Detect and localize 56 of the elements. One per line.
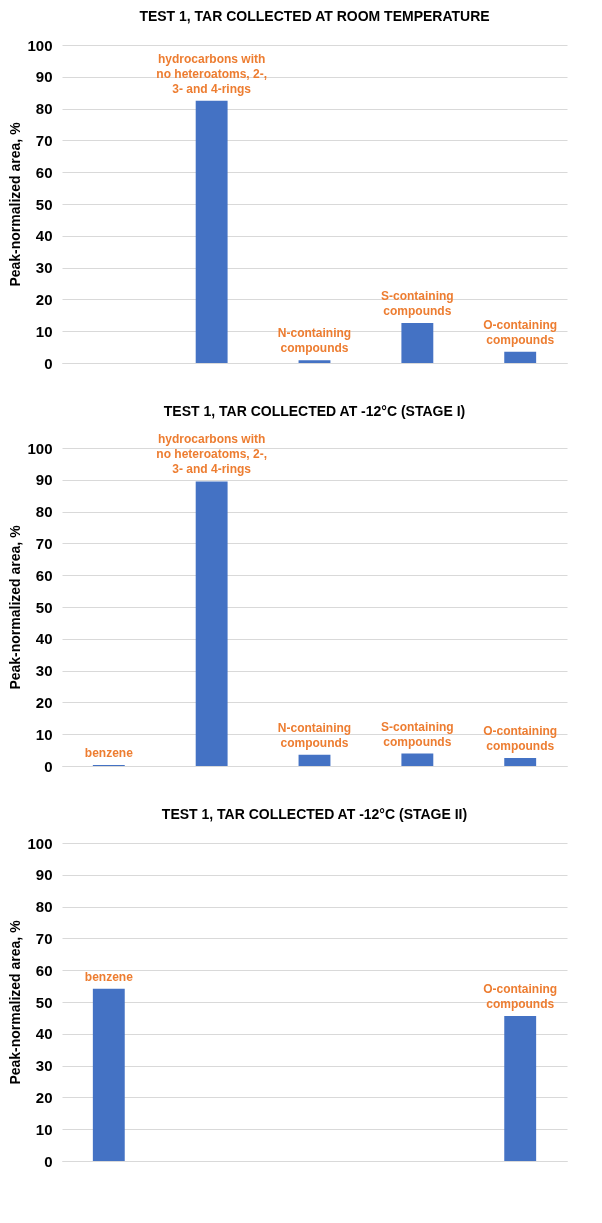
y-tick-label: 20 [35,693,53,711]
y-axis-title: Peak-normalized area, % [7,121,24,287]
y-tick-label: 60 [35,961,53,979]
y-tick-label: 100 [27,439,53,457]
bar [195,100,228,363]
y-tick-label: 100 [27,36,53,54]
y-tick-label: 70 [35,131,53,149]
y-tick-label: 30 [35,1057,53,1075]
y-tick-label: 40 [35,1025,53,1043]
y-tick-label: 40 [35,630,53,648]
category-label: N-containing compounds [277,720,352,750]
category-label: O-containing compounds [483,724,558,754]
y-axis-title: Peak-normalized area, % [7,524,24,690]
y-tick-label: 10 [35,1120,53,1138]
chart-title: TEST 1, TAR COLLECTED AT ROOM TEMPERATURE [139,8,490,24]
category-label: S-containing compounds [381,288,454,318]
y-tick-label: 50 [35,195,53,213]
y-tick-label: 0 [44,354,53,372]
bar [298,360,331,363]
y-tick-label: 80 [35,898,53,916]
category-label: benzene [84,746,133,761]
y-tick-label: 40 [35,227,53,245]
bar [298,754,331,766]
y-tick-label: 10 [35,322,53,340]
y-tick-label: 80 [35,100,53,118]
y-tick-label: 0 [44,1152,53,1170]
category-label: N-containing compounds [277,326,352,356]
bar [401,753,434,766]
y-tick-label: 50 [35,993,53,1011]
y-tick-label: 70 [35,534,53,552]
bar [195,481,228,766]
bar [504,758,537,766]
y-tick-label: 100 [27,834,53,852]
y-axis-title: Peak-normalized area, % [7,919,24,1085]
y-tick-label: 90 [35,68,53,86]
chart-title: TEST 1, TAR COLLECTED AT -12°C (STAGE II) [161,806,468,822]
bar [401,322,434,363]
y-tick-label: 90 [35,471,53,489]
y-tick-label: 50 [35,598,53,616]
y-tick-label: 20 [35,290,53,308]
y-tick-label: 30 [35,662,53,680]
y-tick-label: 90 [35,866,53,884]
y-tick-label: 10 [35,725,53,743]
y-tick-label: 80 [35,503,53,521]
category-label: S-containing compounds [381,719,454,749]
category-label: hydrocarbons with no heteroatoms, 2-, 3- and 4-rings [156,51,267,96]
category-label: O-containing compounds [483,317,558,347]
y-tick-label: 60 [35,163,53,181]
category-label: hydrocarbons with no heteroatoms, 2-, 3- and 4-rings [156,432,267,477]
chart-title: TEST 1, TAR COLLECTED AT -12°C (STAGE I) [163,403,466,420]
y-tick-label: 60 [35,566,53,584]
y-tick-label: 0 [44,757,53,775]
y-tick-label: 20 [35,1088,53,1106]
y-tick-label: 30 [35,259,53,277]
y-tick-label: 70 [35,929,53,947]
bar [504,351,537,363]
